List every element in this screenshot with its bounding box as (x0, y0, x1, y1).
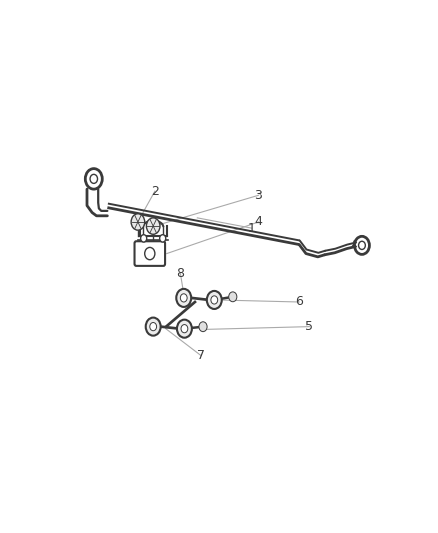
Text: 5: 5 (305, 320, 313, 333)
Text: 8: 8 (177, 267, 184, 280)
Circle shape (146, 318, 161, 336)
Circle shape (229, 292, 237, 302)
Circle shape (211, 296, 218, 304)
Circle shape (159, 235, 166, 242)
Circle shape (141, 235, 147, 242)
Text: 2: 2 (151, 185, 159, 198)
Text: 1: 1 (248, 222, 255, 235)
Circle shape (131, 214, 145, 230)
Circle shape (145, 247, 155, 260)
Circle shape (207, 291, 222, 309)
Circle shape (150, 322, 156, 330)
Text: 6: 6 (295, 295, 303, 309)
Text: 4: 4 (254, 215, 262, 229)
Circle shape (199, 322, 207, 332)
Circle shape (181, 325, 188, 333)
Circle shape (177, 320, 192, 338)
Text: 7: 7 (197, 349, 205, 362)
Circle shape (176, 289, 191, 307)
Circle shape (180, 294, 187, 302)
Circle shape (146, 218, 160, 235)
Text: 3: 3 (254, 189, 262, 202)
